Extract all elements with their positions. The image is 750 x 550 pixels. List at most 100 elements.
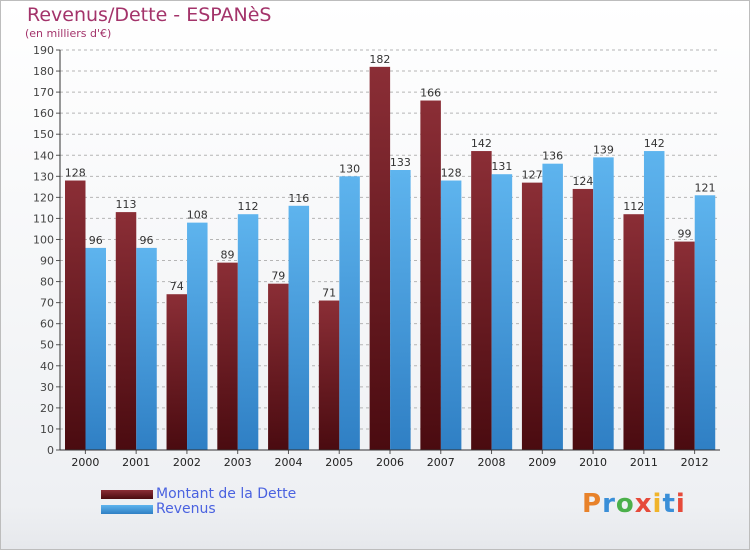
x-tick-label: 2000 — [71, 456, 99, 469]
y-tick-label: 80 — [40, 276, 54, 289]
y-tick-label: 10 — [40, 423, 54, 436]
data-label-revenus: 133 — [390, 156, 411, 169]
bar-revenus — [288, 205, 310, 450]
bar-revenus — [542, 163, 563, 450]
data-label-revenus: 96 — [140, 234, 154, 247]
data-label-dette: 142 — [471, 137, 492, 150]
x-tick-label: 2010 — [579, 456, 607, 469]
data-label-revenus: 131 — [491, 160, 512, 173]
bar-dette — [318, 300, 340, 450]
data-label-dette: 182 — [369, 53, 390, 66]
y-tick-label: 40 — [40, 360, 54, 373]
y-tick-label: 60 — [40, 318, 54, 331]
legend-swatch-revenus — [101, 505, 153, 514]
data-label-revenus: 130 — [339, 162, 360, 175]
data-label-revenus: 121 — [694, 181, 715, 194]
data-label-dette: 79 — [271, 270, 285, 283]
data-label-dette: 166 — [420, 87, 441, 100]
data-label-revenus: 112 — [238, 200, 259, 213]
data-label-revenus: 142 — [644, 137, 665, 150]
bar-revenus — [694, 195, 716, 450]
y-tick-label: 120 — [33, 191, 54, 204]
data-label-dette: 71 — [322, 287, 336, 300]
y-tick-label: 130 — [33, 170, 54, 183]
y-tick-label: 170 — [33, 86, 54, 99]
data-label-revenus: 128 — [441, 167, 462, 180]
data-label-dette: 74 — [170, 280, 184, 293]
chart-subtitle: (en milliers d'€) — [25, 27, 112, 40]
y-tick-label: 190 — [33, 44, 54, 57]
bar-dette — [420, 100, 441, 451]
proxiti-logo: Proxiti — [582, 489, 686, 519]
data-label-revenus: 96 — [89, 234, 103, 247]
bar-revenus — [85, 247, 106, 450]
x-tick-label: 2001 — [122, 456, 150, 469]
data-label-dette: 99 — [677, 228, 691, 241]
bar-dette — [268, 283, 289, 450]
data-label-dette: 128 — [65, 167, 86, 180]
bar-dette — [115, 212, 137, 450]
y-tick-label: 90 — [40, 255, 54, 268]
data-label-dette: 127 — [522, 169, 543, 182]
legend-label-revenus: Revenus — [156, 501, 216, 517]
chart-title: Revenus/Dette - ESPANèS — [27, 4, 272, 26]
logo-letter: i — [652, 489, 663, 519]
legend-swatch-dette — [101, 490, 153, 499]
logo-letter: o — [615, 489, 635, 519]
data-label-dette: 89 — [221, 249, 235, 262]
y-tick-label: 70 — [40, 297, 54, 310]
data-label-dette: 113 — [116, 198, 137, 211]
bar-revenus — [339, 176, 360, 450]
bar-revenus — [390, 170, 411, 450]
logo-letter: i — [675, 489, 686, 519]
y-tick-label: 140 — [33, 149, 54, 162]
y-tick-label: 20 — [40, 402, 54, 415]
bar-revenus — [643, 151, 665, 451]
y-tick-label: 110 — [33, 212, 54, 225]
logo-letter: r — [602, 489, 616, 519]
x-tick-label: 2007 — [427, 456, 455, 469]
data-label-revenus: 139 — [593, 143, 614, 156]
bar-dette — [166, 294, 188, 450]
x-tick-label: 2005 — [325, 456, 353, 469]
logo-letter: P — [582, 489, 603, 519]
x-tick-label: 2006 — [376, 456, 404, 469]
data-label-revenus: 116 — [288, 192, 309, 205]
x-tick-label: 2002 — [173, 456, 201, 469]
legend-label-dette: Montant de la Dette — [156, 486, 297, 502]
bar-dette — [217, 262, 238, 450]
bar-dette — [369, 66, 391, 450]
bar-dette — [674, 241, 695, 450]
bar-revenus — [187, 222, 208, 450]
data-label-revenus: 108 — [187, 209, 208, 222]
y-tick-label: 30 — [40, 381, 54, 394]
bars — [65, 66, 716, 451]
bar-dette — [572, 188, 594, 450]
x-tick-label: 2003 — [224, 456, 252, 469]
data-labels: 128 96 113 96 74 108 89 112 79 116 71 130 182 133 166 1… — [65, 53, 716, 300]
y-tick-label: 160 — [33, 107, 54, 120]
bar-revenus — [237, 214, 259, 450]
x-tick-label: 2009 — [528, 456, 556, 469]
data-label-revenus: 136 — [542, 150, 563, 163]
bar-dette — [623, 214, 644, 450]
bar-revenus — [593, 157, 614, 451]
bar-revenus — [440, 180, 462, 451]
x-tick-label: 2004 — [274, 456, 302, 469]
x-tick-label: 2011 — [630, 456, 658, 469]
bar-dette — [65, 180, 86, 451]
data-label-dette: 124 — [572, 175, 593, 188]
logo-letter: x — [634, 489, 653, 519]
data-label-dette: 112 — [623, 200, 644, 213]
logo-letter: t — [662, 489, 676, 519]
x-tick-label: 2008 — [478, 456, 506, 469]
y-tick-label: 100 — [33, 233, 54, 246]
bar-dette — [471, 151, 492, 451]
bar-revenus — [136, 247, 157, 450]
x-tick-label: 2012 — [681, 456, 709, 469]
bar-revenus — [491, 174, 513, 451]
bar-dette — [521, 182, 543, 450]
y-tick-label: 50 — [40, 339, 54, 352]
axes: 0 10 20 30 40 50 60 70 80 90 100 110 120 130 140 150 160… — [33, 44, 720, 469]
